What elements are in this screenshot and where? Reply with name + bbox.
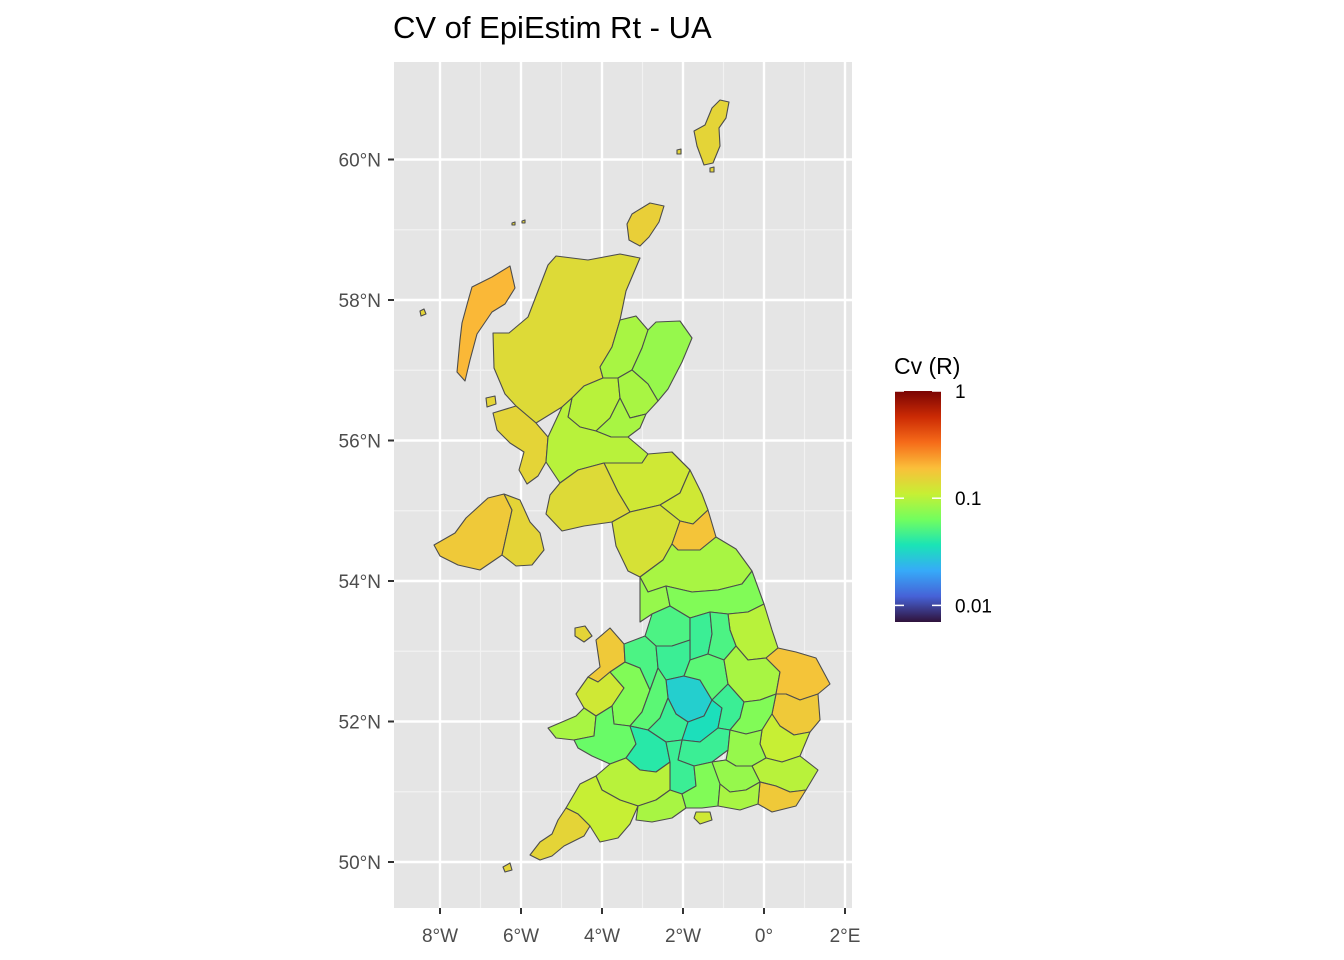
x-tick-label: 2°W xyxy=(665,926,701,947)
region-east-kent xyxy=(757,781,807,813)
map-regions xyxy=(419,99,831,873)
region-cornwall xyxy=(529,807,591,861)
region-aberdeenshire xyxy=(631,320,693,402)
islet-shape xyxy=(574,625,593,643)
chart-title: CV of EpiEstim Rt - UA xyxy=(393,10,712,45)
legend-label: 1 xyxy=(955,382,966,403)
region-shetland xyxy=(693,99,730,166)
x-tick-label: 8°W xyxy=(422,926,458,947)
region-isle-of-wight xyxy=(693,811,713,825)
y-tick-label: 56°N xyxy=(339,432,381,453)
y-tick-label: 52°N xyxy=(339,713,381,734)
x-tick-label: 0° xyxy=(755,926,773,947)
islet-shape xyxy=(502,862,513,873)
y-tick-label: 58°N xyxy=(339,291,381,312)
islet-shape xyxy=(485,395,497,408)
legend-label: 0.1 xyxy=(955,489,981,510)
region-na-h-eileanan-siar xyxy=(456,265,516,382)
islet-shape xyxy=(511,221,516,226)
region-london xyxy=(725,729,767,767)
grid-lines xyxy=(394,62,852,908)
legend-colorbar xyxy=(895,391,941,622)
legend-ticks: 1 0.1 0.01 xyxy=(895,382,992,617)
x-tick-label: 4°W xyxy=(584,926,620,947)
x-tick-label: 6°W xyxy=(503,926,539,947)
y-tick-label: 50°N xyxy=(339,853,381,874)
region-northern-ireland-east xyxy=(501,493,545,567)
islet-shape xyxy=(676,148,682,155)
x-tick-label: 2°E xyxy=(830,926,861,947)
islet-shape xyxy=(521,219,526,224)
legend-label: 0.01 xyxy=(955,596,992,617)
y-tick-label: 60°N xyxy=(339,151,381,172)
islet-shape xyxy=(419,308,427,317)
legend-title: Cv (R) xyxy=(894,353,960,379)
region-orkney xyxy=(626,202,665,247)
region-argyll-and-bute xyxy=(492,405,549,485)
region-northern-ireland-west xyxy=(433,493,513,571)
region-sussex xyxy=(717,781,761,811)
islet-shape xyxy=(709,166,715,173)
y-tick-label: 54°N xyxy=(339,572,381,593)
axis-ticks: 8°W 6°W 4°W 2°W 0° 2°E 50°N 52°N 54°N 56°N 58°N 60°… xyxy=(339,151,861,948)
